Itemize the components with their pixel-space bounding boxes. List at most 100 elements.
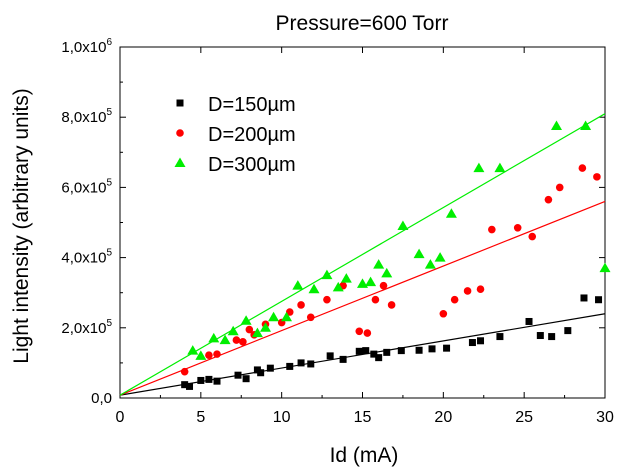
point-series-1 — [355, 347, 363, 355]
point-series-3 — [268, 311, 280, 322]
point-series-2 — [239, 338, 247, 346]
point-series-1 — [595, 296, 603, 304]
point-series-3 — [413, 248, 425, 259]
point-series-2 — [513, 223, 522, 232]
point-series-1 — [477, 337, 485, 345]
point-series-3 — [381, 267, 393, 278]
point-series-2 — [180, 367, 189, 376]
point-series-3 — [580, 120, 592, 130]
chart-title: Pressure=600 Torr — [276, 12, 449, 35]
y-tick-label: 1,0x106 — [61, 37, 112, 56]
point-series-1 — [307, 360, 315, 368]
point-series-2 — [213, 350, 221, 358]
point-series-2 — [593, 173, 601, 181]
point-series-2 — [555, 183, 564, 192]
point-series-2 — [450, 295, 459, 304]
point-series-1 — [362, 347, 370, 355]
x-tick-label: 25 — [515, 409, 533, 426]
x-tick-label: 10 — [273, 409, 291, 426]
legend-label: D=300µm — [208, 154, 296, 176]
y-tick-label: 2,0x105 — [61, 318, 112, 337]
point-series-1 — [339, 355, 347, 363]
point-series-3 — [340, 273, 352, 283]
point-series-3 — [365, 276, 377, 287]
point-series-1 — [186, 382, 194, 390]
point-series-3 — [227, 325, 239, 336]
point-series-1 — [536, 332, 544, 340]
point-series-2 — [379, 281, 388, 290]
point-series-2 — [463, 287, 472, 295]
series-1 — [181, 294, 603, 390]
legend-marker — [176, 99, 184, 107]
point-series-2 — [528, 232, 537, 241]
legend-marker — [176, 129, 184, 137]
point-series-3 — [357, 278, 368, 288]
point-series-1 — [297, 359, 305, 367]
y-tick-label: 4,0x105 — [61, 248, 112, 267]
legend-marker — [174, 157, 186, 167]
point-series-3 — [551, 120, 562, 130]
point-series-2 — [363, 329, 372, 337]
series-2 — [180, 164, 601, 376]
point-series-1 — [326, 352, 334, 360]
point-series-2 — [439, 309, 448, 318]
point-series-3 — [219, 334, 231, 345]
point-series-1 — [564, 327, 572, 335]
point-series-1 — [213, 377, 221, 385]
point-series-3 — [321, 269, 333, 280]
point-series-3 — [445, 208, 457, 218]
point-series-1 — [234, 371, 242, 379]
point-series-1 — [443, 344, 451, 352]
point-series-3 — [424, 259, 436, 269]
point-series-1 — [580, 294, 588, 302]
point-series-2 — [232, 336, 241, 344]
legend-label: D=200µm — [208, 124, 296, 146]
point-series-1 — [428, 345, 436, 353]
x-tick-label: 15 — [354, 409, 372, 426]
x-axis: 0 5 10 15 20 25 30 — [116, 47, 614, 426]
point-series-3 — [208, 332, 220, 343]
point-series-3 — [187, 345, 199, 355]
point-series-2 — [323, 295, 331, 304]
point-series-2 — [297, 301, 305, 309]
point-series-2 — [476, 285, 485, 293]
point-series-3 — [332, 281, 344, 292]
x-tick-label: 0 — [116, 409, 125, 426]
point-series-2 — [306, 313, 315, 322]
point-series-1 — [397, 347, 405, 355]
point-series-1 — [415, 346, 423, 354]
y-axis-label: Light intensity (arbitrary units) — [10, 88, 33, 363]
point-series-1 — [375, 354, 383, 362]
point-series-2 — [371, 295, 380, 304]
point-series-3 — [494, 162, 506, 173]
point-series-3 — [251, 327, 263, 338]
point-series-2 — [285, 308, 294, 316]
point-series-3 — [308, 283, 320, 294]
point-series-3 — [240, 315, 252, 325]
point-series-1 — [181, 381, 189, 389]
point-series-1 — [383, 348, 391, 356]
point-series-2 — [205, 351, 213, 359]
y-tick-label: 0,0 — [91, 390, 112, 407]
point-series-2 — [245, 325, 254, 334]
point-series-1 — [266, 364, 274, 372]
point-series-1 — [242, 375, 250, 383]
x-tick-label: 30 — [596, 409, 614, 426]
point-series-1 — [286, 362, 294, 370]
data-points — [180, 120, 611, 390]
point-series-2 — [355, 327, 364, 336]
x-tick-label: 5 — [196, 409, 205, 426]
point-series-1 — [548, 333, 556, 341]
point-series-2 — [578, 164, 587, 172]
point-series-1 — [525, 317, 533, 325]
y-tick-label: 8,0x105 — [61, 107, 112, 126]
point-series-3 — [292, 280, 304, 290]
point-series-1 — [468, 339, 476, 347]
point-series-1 — [257, 369, 265, 377]
point-series-1 — [205, 375, 213, 383]
legend: D=150µm D=200µm D=300µm — [174, 94, 296, 176]
point-series-3 — [473, 162, 485, 173]
point-series-3 — [195, 350, 207, 360]
fit-line-series-3 — [119, 113, 606, 396]
